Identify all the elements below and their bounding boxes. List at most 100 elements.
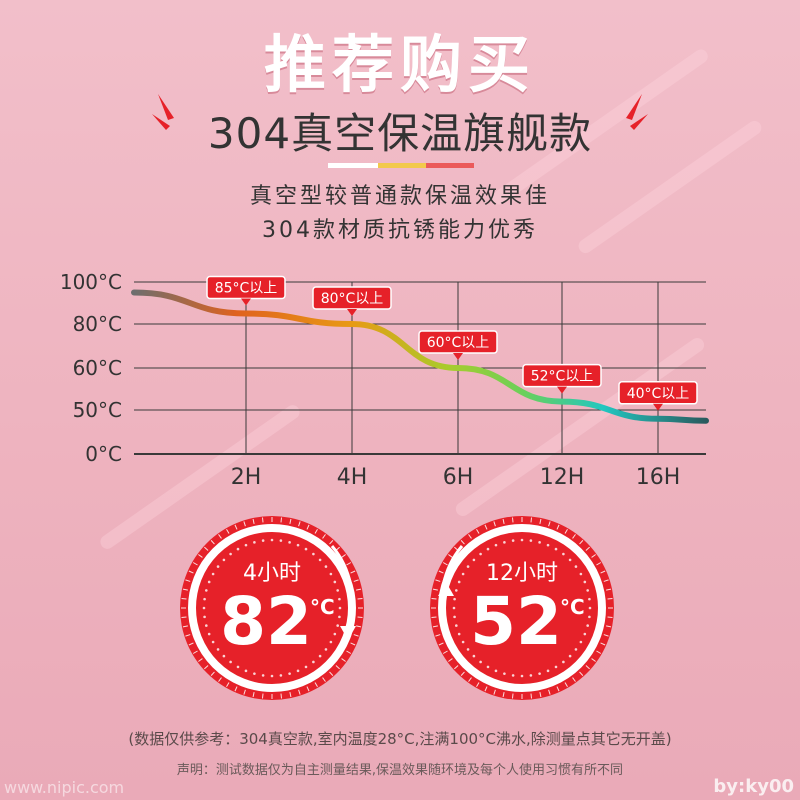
watermark-left: www.nipic.com xyxy=(4,778,125,797)
dial-dot xyxy=(270,538,274,542)
dial-dot xyxy=(586,624,589,627)
divider-yellow xyxy=(378,163,426,168)
dial-dot xyxy=(304,547,308,551)
dial-tick xyxy=(356,588,362,591)
dial-dot xyxy=(520,538,524,542)
dial-dot xyxy=(520,674,524,678)
dial-dot xyxy=(472,654,476,658)
dial-dot xyxy=(279,539,283,542)
dial-tick xyxy=(280,517,283,523)
dial-dot xyxy=(333,632,337,636)
annotation-badges: 85°C以上 80°C以上 60°C以上 52°C以上 40°C以上 xyxy=(206,275,698,411)
description-line-2: 304款材质抗锈能力优秀 xyxy=(262,218,538,243)
dial-tick xyxy=(252,518,255,524)
dial-dot xyxy=(554,665,558,669)
dial-dot xyxy=(562,660,565,664)
dial-tick xyxy=(556,524,560,530)
dial-dot xyxy=(211,640,215,644)
dial-dot xyxy=(586,589,589,592)
dial-tick xyxy=(210,671,215,676)
dial-dot xyxy=(583,580,587,584)
dial-tick xyxy=(192,562,198,566)
dial-tick xyxy=(226,528,230,534)
y-axis-ticks: 0°C 50°C 60°C 80°C 100°C xyxy=(60,270,122,466)
dial-tick xyxy=(289,518,292,524)
divider-white xyxy=(328,163,378,168)
dial-unit: °C xyxy=(560,595,585,619)
dial-tick xyxy=(243,521,246,527)
dial-dot xyxy=(511,539,515,542)
dial-tick xyxy=(261,517,264,523)
dial-label: 12小时 xyxy=(486,561,558,586)
dial-tick xyxy=(357,616,363,619)
dial-tick xyxy=(198,658,203,662)
dial-tick xyxy=(188,570,194,574)
x-tick-label: 4H xyxy=(337,465,368,490)
dial-dot xyxy=(529,539,533,542)
dial-tick xyxy=(460,540,465,545)
dial-dot xyxy=(211,572,215,576)
footnote-disclaimer: 声明：测试数据仅为自主测量结果,保温效果随环境及每个人使用习惯有所不同 xyxy=(176,763,624,778)
dial-tick xyxy=(306,524,310,530)
dial-dot xyxy=(546,543,550,547)
dial-tick xyxy=(438,642,444,646)
temperature-chart: 0°C 50°C 60°C 80°C 100°C 2H 4H 6H 12H 16H 85°C以上… xyxy=(60,270,709,490)
dial-tick xyxy=(502,518,505,524)
y-tick-label: 100°C xyxy=(60,270,122,294)
dial-tick xyxy=(435,579,441,582)
dial-dot xyxy=(236,547,240,551)
dial-dot xyxy=(466,565,470,568)
arrow-down-icon xyxy=(330,545,356,640)
dial-tick xyxy=(511,693,514,699)
dial-tick xyxy=(454,665,459,670)
dial-dot xyxy=(203,615,206,619)
dial-tick xyxy=(341,658,346,662)
dial-tick xyxy=(204,546,209,551)
dial-tick xyxy=(280,693,283,699)
dial-tick xyxy=(341,554,346,558)
dial-unit: °C xyxy=(310,595,335,619)
dial-dot xyxy=(244,669,248,673)
dial-tick xyxy=(600,642,606,646)
dial-tick xyxy=(252,692,255,698)
dial-dot xyxy=(461,572,465,576)
x-tick-label: 6H xyxy=(443,465,474,490)
page-subtitle: 304真空保温旗舰款 xyxy=(207,109,593,158)
dial-dot xyxy=(261,674,265,677)
dial-dot xyxy=(529,674,533,677)
dial-dot xyxy=(338,615,341,619)
dial-tick xyxy=(548,521,551,527)
dial-dot xyxy=(203,597,206,601)
dial-dot xyxy=(503,541,506,544)
dial-tick xyxy=(435,634,441,637)
dial-tick xyxy=(460,671,465,676)
dial-dot xyxy=(312,660,315,664)
dial-tick xyxy=(234,686,238,692)
dial-tick xyxy=(218,534,222,539)
dial-dot xyxy=(216,648,220,651)
dial-tick xyxy=(438,570,444,574)
dial-tick xyxy=(210,540,215,545)
dial-dot xyxy=(253,672,256,675)
dial-dot xyxy=(546,669,550,673)
x-tick-label: 2H xyxy=(231,465,262,490)
dial-tick xyxy=(476,682,480,688)
dial-dot xyxy=(222,654,226,658)
dial-tick xyxy=(298,689,301,695)
dial-tick xyxy=(442,650,448,654)
dial-dot xyxy=(318,558,322,562)
dial-tick xyxy=(353,579,359,582)
dial-tick xyxy=(346,650,352,654)
dial-tick xyxy=(502,692,505,698)
dial-tick xyxy=(322,677,326,682)
chart-grid xyxy=(134,281,706,455)
dial-tick xyxy=(353,634,359,637)
dial-dot xyxy=(503,672,506,675)
dial-dot xyxy=(455,589,458,592)
dial-tick xyxy=(556,686,560,692)
x-tick-label: 12H xyxy=(540,465,585,490)
dial-dot xyxy=(329,640,333,644)
watermark-right: by:ky00 xyxy=(713,776,794,797)
dial-dot xyxy=(457,632,461,636)
